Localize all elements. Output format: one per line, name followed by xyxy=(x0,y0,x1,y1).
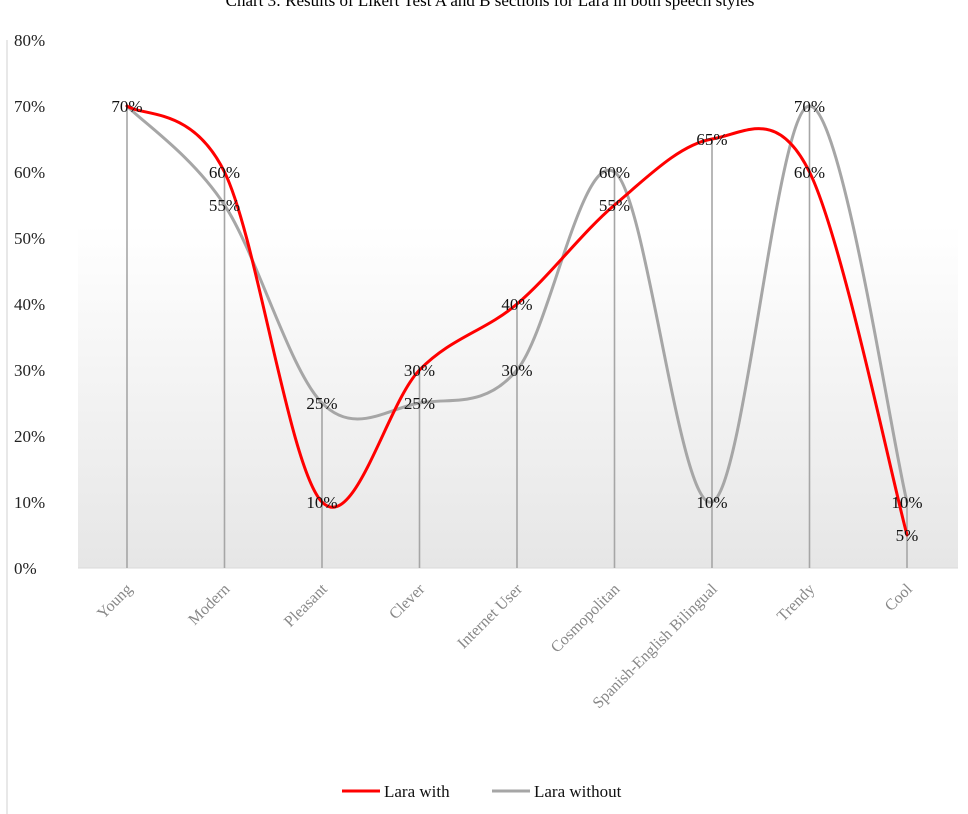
x-tick-label: Cool xyxy=(882,580,916,614)
data-label: 25% xyxy=(306,394,337,413)
data-label: 30% xyxy=(404,361,435,380)
legend-label: Lara without xyxy=(534,782,622,801)
series-line-lara-with xyxy=(125,104,909,537)
data-label: 60% xyxy=(794,163,825,182)
data-label: 10% xyxy=(891,493,922,512)
y-tick-label: 10% xyxy=(14,493,45,512)
chart-title: Chart 3: Results of Likert Test A and B … xyxy=(226,0,755,10)
data-label: 70% xyxy=(794,97,825,116)
data-label: 60% xyxy=(599,163,630,182)
y-tick-label: 40% xyxy=(14,295,45,314)
y-tick-label: 80% xyxy=(14,31,45,50)
x-tick-label: Trendy xyxy=(774,581,818,625)
y-tick-label: 0% xyxy=(14,559,37,578)
y-tick-label: 60% xyxy=(14,163,45,182)
data-label: 10% xyxy=(306,493,337,512)
data-label: 55% xyxy=(599,196,630,215)
x-tick-label: Pleasant xyxy=(281,580,331,630)
x-tick-label: Young xyxy=(94,581,136,623)
x-tick-label: Internet User xyxy=(454,580,526,652)
y-tick-label: 50% xyxy=(14,229,45,248)
y-tick-label: 30% xyxy=(14,361,45,380)
data-label: 40% xyxy=(501,295,532,314)
data-label: 30% xyxy=(501,361,532,380)
series-line-lara-without xyxy=(125,104,909,504)
data-label: 65% xyxy=(696,130,727,149)
data-label: 70% xyxy=(111,97,142,116)
data-label: 60% xyxy=(209,163,240,182)
data-label: 10% xyxy=(696,493,727,512)
data-label: 55% xyxy=(209,196,240,215)
data-label: 5% xyxy=(896,526,919,545)
data-label: 25% xyxy=(404,394,435,413)
y-tick-label: 20% xyxy=(14,427,45,446)
legend-label: Lara with xyxy=(384,782,450,801)
x-tick-label: Cosmopolitan xyxy=(548,581,624,657)
x-tick-label: Modern xyxy=(185,581,233,629)
y-tick-label: 70% xyxy=(14,97,45,116)
x-tick-label: Clever xyxy=(386,580,429,623)
